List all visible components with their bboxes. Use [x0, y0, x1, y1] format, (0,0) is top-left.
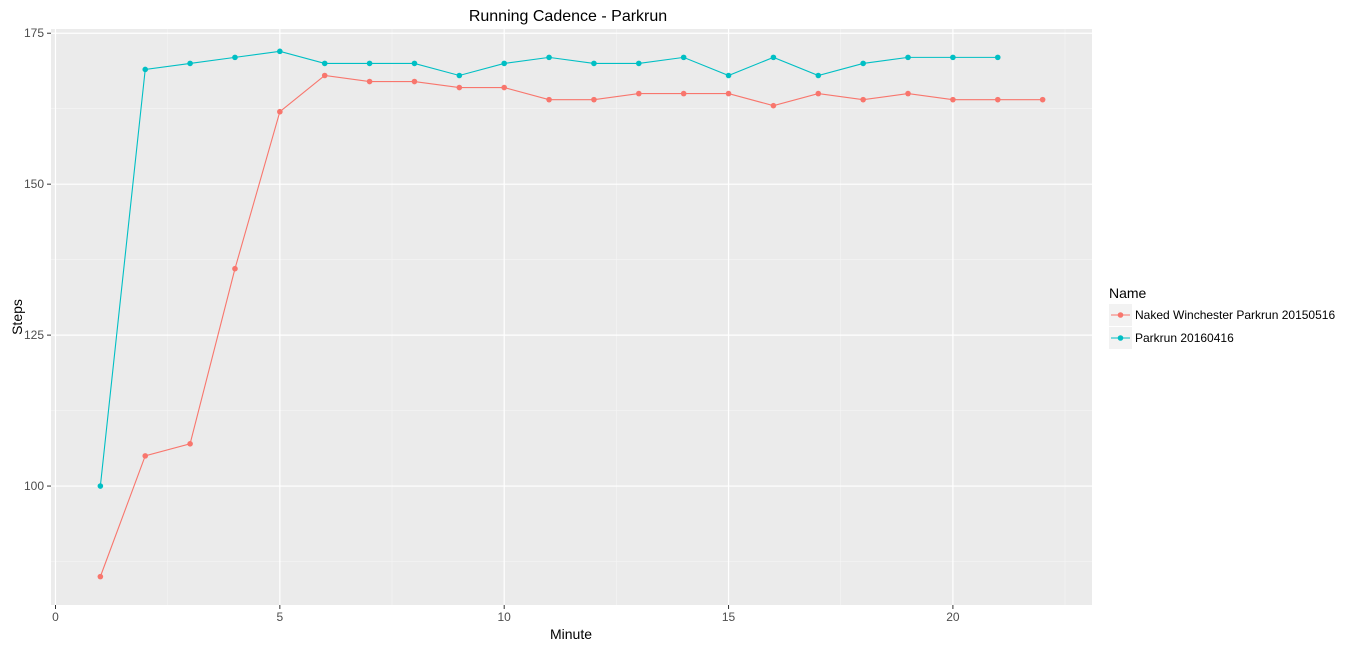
data-point-series-1 [546, 96, 552, 103]
data-point-series-2 [501, 60, 507, 67]
legend-key-point-1 [1117, 312, 1124, 318]
data-point-series-1 [232, 265, 238, 272]
legend-label-1: Naked Winchester Parkrun 20150516 [1135, 308, 1335, 322]
major-gridlines [51, 29, 1092, 605]
data-point-series-2 [411, 60, 418, 67]
data-point-series-2 [860, 60, 866, 67]
y-tick-label: 125 [24, 328, 44, 342]
legend-label-2: Parkrun 20160416 [1135, 331, 1234, 345]
data-point-series-2 [187, 60, 193, 67]
data-point-series-1 [950, 96, 956, 103]
y-tick-label: 150 [24, 177, 44, 191]
data-point-series-2 [366, 60, 373, 67]
data-point-series-2 [456, 72, 463, 79]
data-point-series-1 [994, 96, 1001, 103]
data-point-series-2 [321, 60, 328, 67]
data-point-series-2 [950, 54, 956, 61]
data-point-series-1 [411, 78, 418, 85]
plot-panel [51, 29, 1092, 605]
data-point-series-2 [770, 54, 777, 61]
y-tick-label: 175 [24, 26, 44, 40]
data-point-series-1 [456, 84, 463, 91]
minor-gridlines [51, 29, 1092, 605]
legend-title: Name [1109, 285, 1147, 301]
chart-title: Running Cadence - Parkrun [469, 8, 667, 25]
data-point-series-1 [501, 84, 507, 91]
data-point-series-1 [1039, 96, 1046, 103]
x-axis-title: Minute [550, 626, 592, 642]
data-point-series-1 [277, 108, 283, 115]
data-point-series-1 [142, 453, 149, 459]
x-tick-label: 15 [722, 610, 736, 624]
data-point-series-2 [591, 60, 597, 67]
data-point-series-1 [815, 90, 822, 97]
data-point-series-1 [636, 90, 642, 97]
x-tick-label: 0 [52, 610, 59, 624]
legend-key-point-2 [1117, 335, 1124, 341]
data-point-series-1 [591, 96, 597, 103]
y-axis-title: Steps [9, 299, 25, 335]
data-point-series-2 [636, 60, 642, 67]
data-point-series-2 [142, 66, 149, 73]
data-point-series-1 [860, 96, 866, 103]
legend: Name Naked Winchester Parkrun 20150516 Pa… [1109, 285, 1335, 349]
data-point-series-2 [546, 54, 552, 61]
data-point-series-1 [321, 72, 328, 79]
data-point-series-1 [725, 90, 732, 97]
data-point-series-1 [905, 90, 911, 97]
x-tick-label: 20 [946, 610, 960, 624]
data-point-series-2 [815, 72, 822, 79]
data-point-series-1 [680, 90, 687, 97]
data-point-series-1 [187, 440, 193, 447]
x-tick-label: 5 [276, 610, 283, 624]
series-layer [97, 48, 1046, 580]
data-point-series-2 [232, 54, 238, 61]
data-point-series-1 [97, 573, 104, 580]
data-point-series-2 [680, 54, 687, 61]
series-line-1 [99, 74, 1043, 577]
data-point-series-2 [277, 48, 283, 55]
x-tick-label: 10 [498, 610, 512, 624]
data-point-series-2 [905, 54, 911, 61]
y-tick-label: 100 [24, 479, 44, 493]
axis-ticks: 0 5 10 15 20 100 125 150 175 [24, 26, 960, 624]
data-point-series-1 [770, 102, 777, 109]
data-point-series-2 [97, 483, 104, 489]
legend-items: Naked Winchester Parkrun 20150516 Parkrun… [1109, 304, 1335, 349]
data-point-series-1 [366, 78, 373, 85]
data-point-series-2 [994, 54, 1001, 61]
data-point-series-2 [725, 72, 732, 79]
